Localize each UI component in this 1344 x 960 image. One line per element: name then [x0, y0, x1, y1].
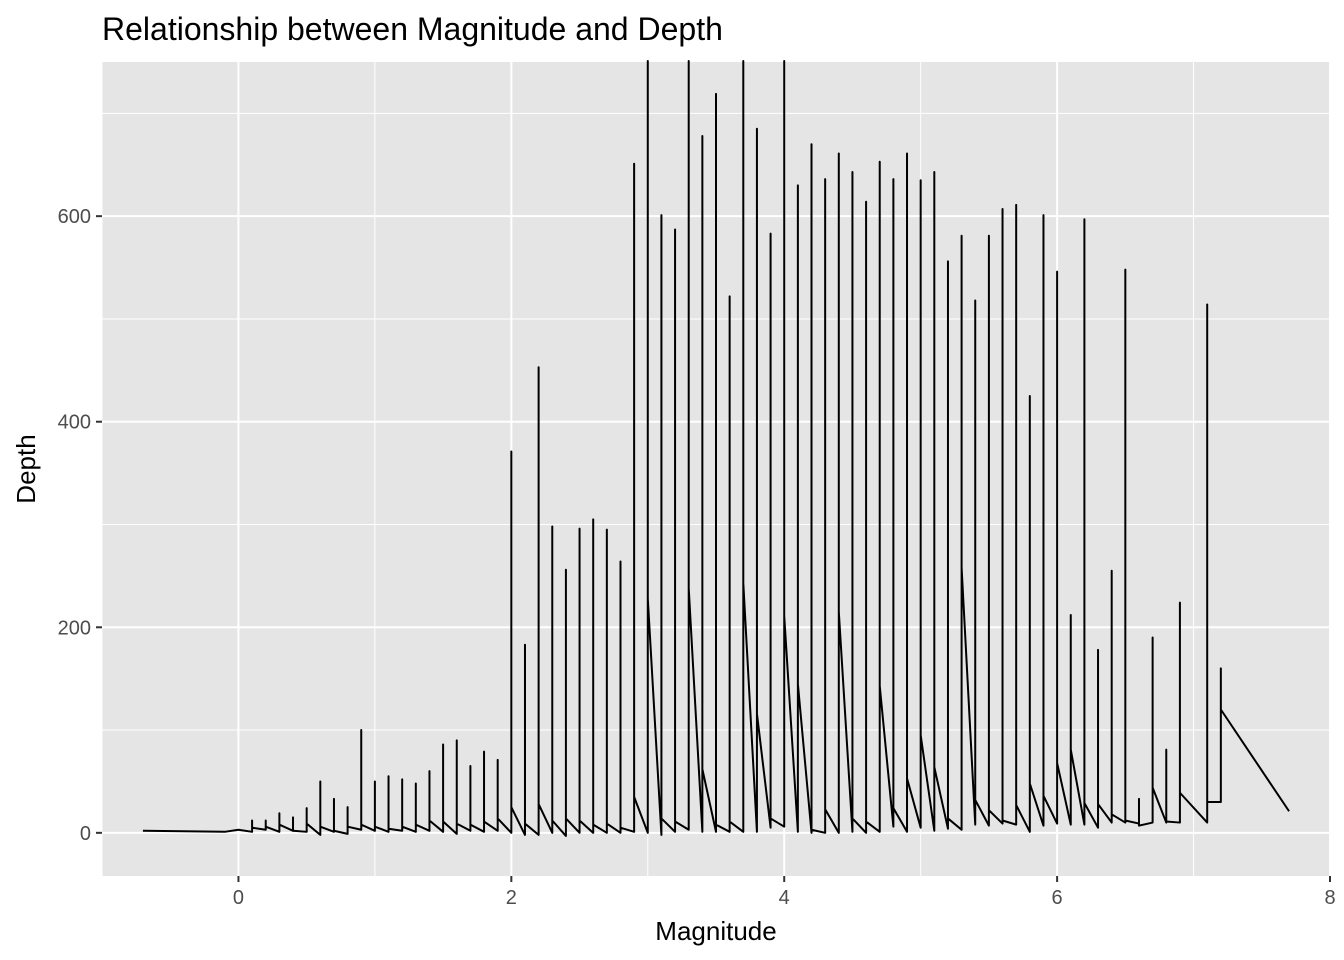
chart-title: Relationship between Magnitude and Depth: [102, 11, 723, 47]
y-tick-label: 400: [58, 412, 91, 434]
x-tick-label: 8: [1324, 887, 1335, 909]
x-tick-label: 0: [233, 887, 244, 909]
y-tick-label: 600: [58, 206, 91, 228]
depth-series-line: [142, 59, 1290, 837]
x-tick-label: 4: [779, 887, 790, 909]
y-tick-label: 200: [58, 617, 91, 639]
x-axis-title: Magnitude: [655, 916, 776, 946]
x-tick-label: 2: [506, 887, 517, 909]
y-axis-title: Depth: [11, 434, 41, 503]
y-tick-label: 0: [80, 823, 91, 845]
y-axis: 0 200 400 600: [58, 206, 102, 845]
x-axis: 0 2 4 6 8: [233, 876, 1336, 909]
x-tick-label: 6: [1052, 887, 1063, 909]
